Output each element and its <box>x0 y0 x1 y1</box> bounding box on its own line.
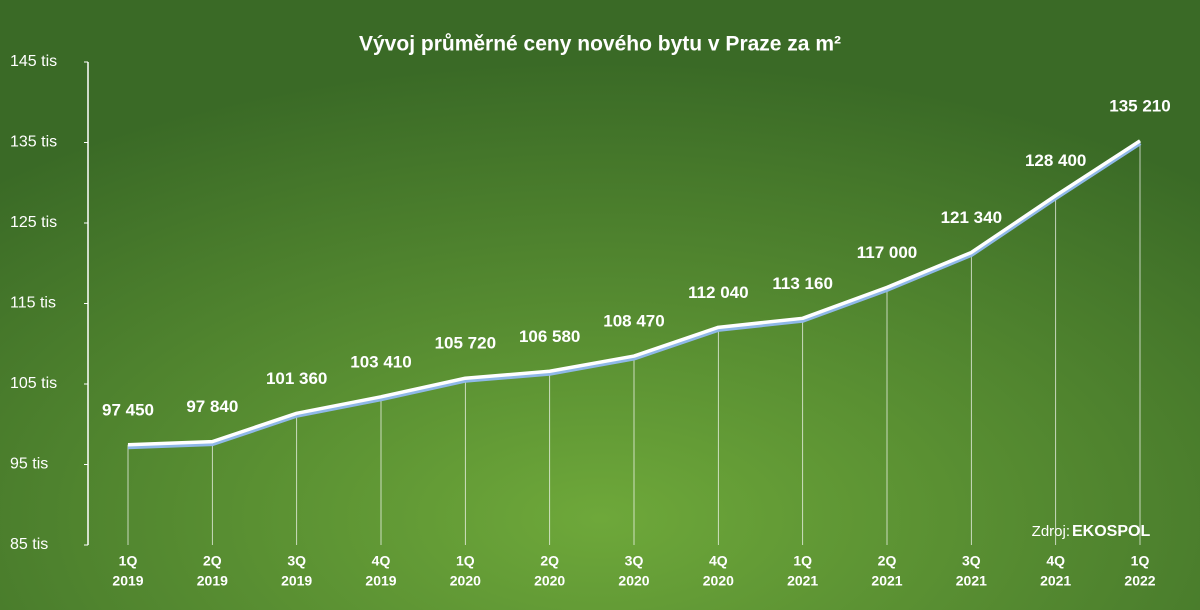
data-label: 117 000 <box>857 243 918 262</box>
y-tick-label: 85 tis <box>10 536 48 553</box>
x-tick-label: 1Q <box>793 553 812 569</box>
y-tick-label: 115 tis <box>10 295 56 312</box>
data-label: 113 160 <box>772 274 833 293</box>
x-tick-label: 2Q <box>540 553 559 569</box>
data-label: 128 400 <box>1025 151 1086 170</box>
x-tick-label: 2019 <box>281 573 312 589</box>
source-prefix: Zdroj: <box>1032 523 1070 540</box>
data-label: 101 360 <box>266 369 327 388</box>
y-tick-label: 145 tis <box>10 53 57 70</box>
line-shadow <box>127 140 1142 450</box>
line <box>127 139 1141 447</box>
x-tick-label: 2019 <box>365 573 396 589</box>
x-tick-label: 2020 <box>534 573 565 589</box>
data-label: 105 720 <box>435 334 496 353</box>
source-name: EKOSPOL <box>1072 523 1150 540</box>
data-label: 112 040 <box>688 283 749 302</box>
y-tick-label: 105 tis <box>10 375 57 392</box>
data-label: 135 210 <box>1109 96 1170 115</box>
x-tick-label: 3Q <box>287 553 306 569</box>
x-tick-label: 2021 <box>871 573 902 589</box>
x-tick-label: 3Q <box>625 553 644 569</box>
data-label: 97 840 <box>186 397 238 416</box>
x-tick-label: 2020 <box>703 573 734 589</box>
x-tick-label: 2019 <box>112 573 143 589</box>
y-tick-label: 95 tis <box>10 456 48 473</box>
x-tick-label: 2020 <box>618 573 649 589</box>
data-label: 108 470 <box>603 312 664 331</box>
x-tick-label: 2021 <box>956 573 987 589</box>
x-tick-label: 3Q <box>962 553 981 569</box>
y-tick-label: 125 tis <box>10 214 57 231</box>
data-label: 121 340 <box>941 208 1002 227</box>
x-tick-label: 4Q <box>1046 553 1065 569</box>
x-tick-label: 4Q <box>372 553 391 569</box>
x-tick-label: 1Q <box>1131 553 1150 569</box>
x-tick-label: 2022 <box>1124 573 1155 589</box>
x-tick-label: 1Q <box>119 553 138 569</box>
x-tick-label: 2019 <box>197 573 228 589</box>
x-tick-label: 2Q <box>203 553 222 569</box>
x-tick-label: 2021 <box>787 573 818 589</box>
data-label: 106 580 <box>519 327 580 346</box>
x-tick-label: 2Q <box>878 553 897 569</box>
data-label: 97 450 <box>102 400 154 419</box>
x-tick-label: 1Q <box>456 553 475 569</box>
x-tick-label: 2020 <box>450 573 481 589</box>
chart-title: Vývoj průměrné ceny nového bytu v Praze … <box>359 33 841 56</box>
y-tick-label: 135 tis <box>10 134 57 151</box>
x-tick-label: 2021 <box>1040 573 1071 589</box>
x-tick-label: 4Q <box>709 553 728 569</box>
data-label: 103 410 <box>350 352 411 371</box>
